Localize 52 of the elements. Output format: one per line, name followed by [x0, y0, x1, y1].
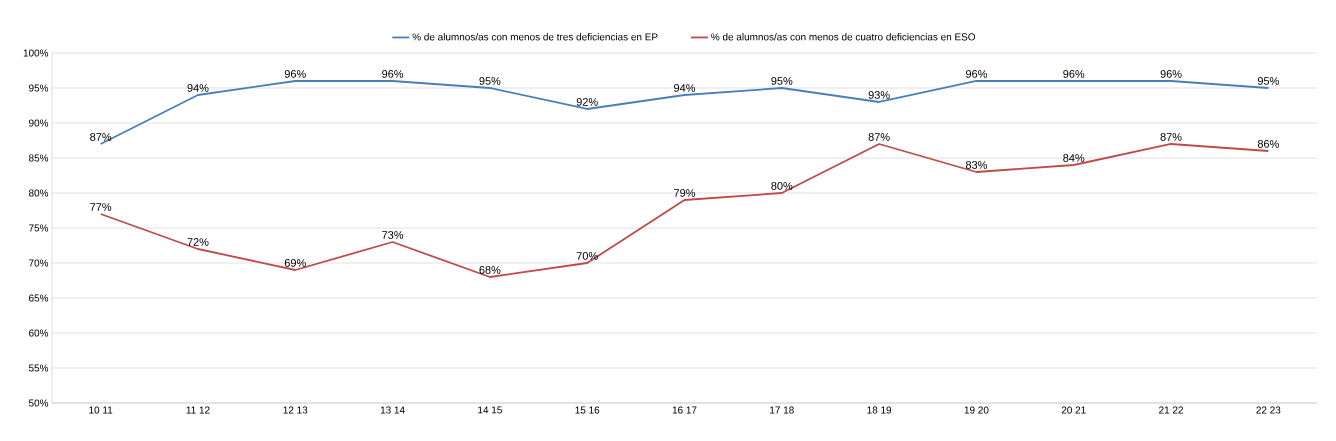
data-label: 73% [382, 231, 404, 239]
data-label: 72% [187, 238, 209, 246]
data-label: 83% [965, 161, 987, 169]
y-tick-label: 100% [23, 49, 49, 57]
y-tick-label: 65% [29, 294, 49, 302]
x-tick-label: 10 11 [89, 406, 113, 414]
data-label: 94% [674, 84, 696, 92]
x-tick-label: 16 17 [672, 406, 697, 414]
data-label: 95% [479, 77, 501, 85]
x-tick-label: 19 20 [964, 406, 989, 414]
x-tick-label: 11 12 [186, 406, 210, 414]
data-label: 79% [674, 189, 696, 197]
data-label: 96% [382, 70, 404, 78]
legend-label: % de alumnos/as con menos de tres deficiencias en EP [412, 33, 658, 41]
x-tick-label: 21 22 [1159, 406, 1183, 414]
x-tick-label: 14 15 [478, 406, 502, 414]
x-tick-label: 17 18 [770, 406, 794, 414]
y-tick-label: 95% [29, 84, 49, 92]
y-tick-label: 90% [29, 119, 49, 127]
y-tick-label: 70% [29, 259, 49, 267]
data-label: 87% [1160, 133, 1182, 141]
data-label: 96% [1063, 70, 1085, 78]
y-tick-label: 80% [28, 189, 49, 197]
data-label: 80% [771, 182, 793, 190]
legend-label: % de alumnos/as con menos de cuatro deficiencias en ESO [711, 33, 976, 41]
data-label: 69% [284, 259, 306, 267]
data-label: 96% [965, 70, 987, 78]
data-label: 77% [90, 203, 112, 211]
data-label: 84% [1063, 154, 1085, 162]
data-label: 87% [868, 133, 890, 141]
x-tick-label: 20 21 [1061, 406, 1086, 414]
data-label: 68% [479, 266, 501, 274]
data-label: 93% [868, 91, 890, 99]
y-tick-label: 60% [29, 329, 49, 337]
x-tick-label: 22 23 [1256, 406, 1281, 414]
data-label: 92% [576, 98, 598, 106]
data-label: 87% [90, 133, 112, 141]
data-label: 96% [284, 70, 306, 78]
data-label: 86% [1257, 140, 1279, 148]
data-label: 95% [1257, 77, 1279, 85]
y-tick-label: 50% [28, 399, 49, 407]
data-label: 95% [771, 77, 793, 85]
x-tick-label: 18 19 [867, 406, 892, 414]
x-tick-label: 12 13 [283, 406, 308, 414]
y-tick-label: 85% [28, 154, 49, 162]
x-tick-label: 13 14 [380, 406, 405, 414]
data-label: 94% [187, 84, 209, 92]
data-label: 70% [576, 252, 598, 260]
y-tick-label: 55% [28, 364, 49, 372]
x-tick-label: 15 16 [575, 406, 600, 414]
data-label: 96% [1160, 70, 1182, 78]
y-tick-label: 75% [29, 224, 49, 232]
